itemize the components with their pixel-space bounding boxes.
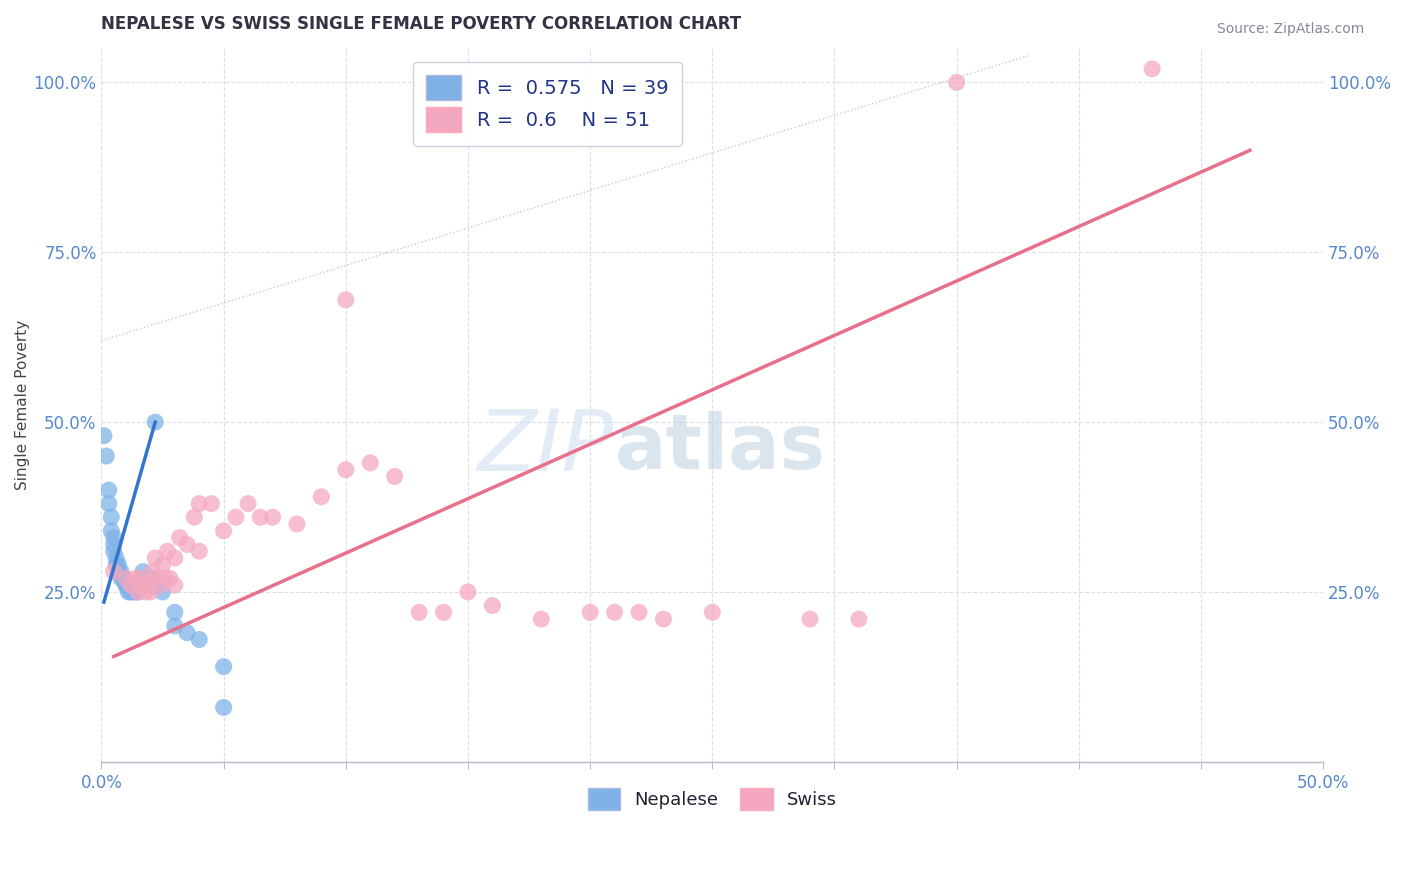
Point (432, 605, 454, 619)
Text: Source: ZipAtlas.com: Source: ZipAtlas.com (1216, 22, 1364, 37)
Point (408, 605, 430, 619)
Point (152, 585, 174, 599)
Point (159, 571, 181, 585)
Point (848, 612, 870, 626)
Y-axis label: Single Female Poverty: Single Female Poverty (15, 320, 30, 491)
Point (103, 537, 125, 551)
Point (107, 558, 129, 572)
Point (143, 571, 166, 585)
Point (200, 497, 222, 511)
Point (110, 571, 132, 585)
Point (457, 585, 479, 599)
Point (335, 463, 357, 477)
Point (139, 571, 162, 585)
Point (115, 578, 138, 592)
Point (105, 558, 128, 572)
Point (127, 578, 149, 592)
Point (122, 585, 145, 599)
Point (96, 449, 118, 463)
Point (176, 537, 198, 551)
Point (603, 605, 626, 619)
Point (359, 456, 381, 470)
Point (188, 497, 211, 511)
Point (262, 510, 284, 524)
Point (225, 510, 247, 524)
Point (945, 75, 967, 89)
Point (156, 544, 179, 558)
Point (134, 585, 156, 599)
Point (481, 599, 503, 613)
Point (117, 585, 139, 599)
Point (311, 490, 333, 504)
Point (120, 585, 142, 599)
Text: atlas: atlas (614, 411, 825, 485)
Point (153, 571, 176, 585)
Point (117, 578, 139, 592)
Point (212, 700, 235, 714)
Point (285, 516, 308, 531)
Point (163, 605, 186, 619)
Point (110, 565, 132, 579)
Point (152, 558, 174, 572)
Point (127, 585, 149, 599)
Point (143, 578, 166, 592)
Point (183, 510, 205, 524)
Point (163, 619, 186, 633)
Point (236, 497, 259, 511)
Point (97, 497, 120, 511)
Point (799, 612, 821, 626)
Point (107, 565, 129, 579)
Point (136, 578, 159, 592)
Point (112, 571, 135, 585)
Point (139, 585, 162, 599)
Point (163, 551, 186, 566)
Point (120, 578, 142, 592)
Point (124, 585, 146, 599)
Point (335, 293, 357, 307)
Point (103, 544, 125, 558)
Point (127, 585, 149, 599)
Point (188, 632, 211, 647)
Point (100, 510, 122, 524)
Point (115, 571, 138, 585)
Text: ZIP: ZIP (478, 407, 614, 490)
Point (652, 612, 675, 626)
Point (384, 469, 406, 483)
Point (112, 571, 135, 585)
Point (212, 659, 235, 673)
Point (149, 578, 172, 592)
Point (105, 551, 128, 566)
Point (627, 605, 650, 619)
Point (115, 578, 138, 592)
Legend: Nepalese, Swiss: Nepalese, Swiss (581, 780, 845, 817)
Text: NEPALESE VS SWISS SINGLE FEMALE POVERTY CORRELATION CHART: NEPALESE VS SWISS SINGLE FEMALE POVERTY … (101, 15, 741, 33)
Point (134, 578, 156, 592)
Point (142, 565, 165, 579)
Point (143, 415, 166, 429)
Point (100, 524, 122, 538)
Point (124, 571, 146, 585)
Point (163, 578, 186, 592)
Point (579, 605, 602, 619)
Point (93, 428, 115, 442)
Point (530, 612, 553, 626)
Point (129, 571, 152, 585)
Point (212, 524, 235, 538)
Point (97, 483, 120, 497)
Point (132, 565, 155, 579)
Point (702, 605, 724, 619)
Point (169, 531, 191, 545)
Point (176, 625, 198, 640)
Point (143, 551, 166, 566)
Point (249, 510, 271, 524)
Point (1140, 62, 1163, 76)
Point (103, 531, 125, 545)
Point (188, 544, 211, 558)
Point (129, 571, 152, 585)
Point (103, 565, 125, 579)
Point (132, 578, 155, 592)
